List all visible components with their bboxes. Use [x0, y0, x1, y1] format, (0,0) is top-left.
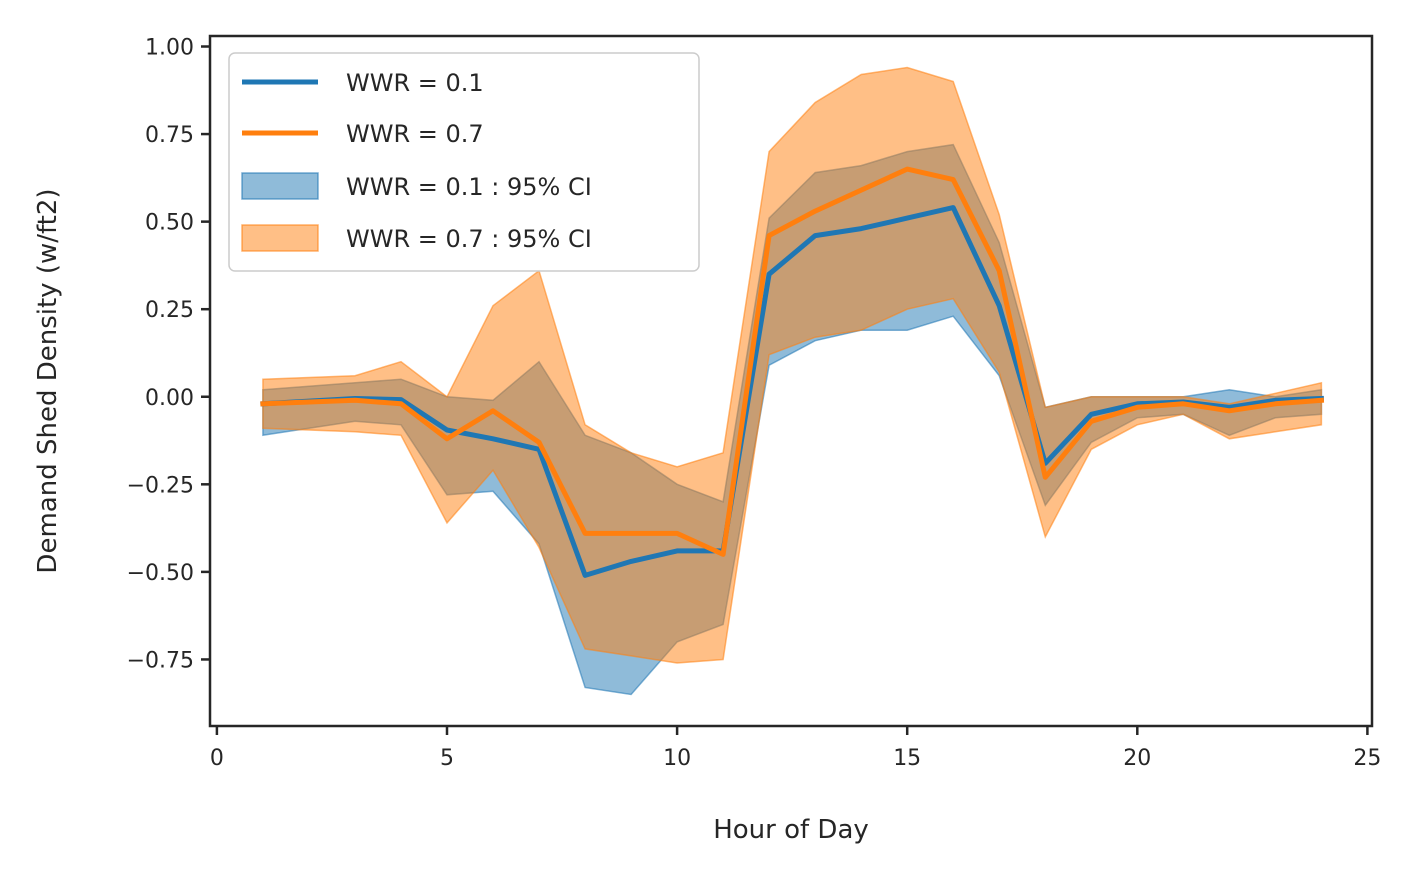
legend-label: WWR = 0.1 : 95% CI	[346, 173, 592, 201]
y-tick-label: 0.75	[145, 123, 194, 148]
x-tick-label: 10	[663, 746, 691, 771]
y-tick-label: 1.00	[145, 36, 194, 61]
y-tick-label: 0.50	[145, 211, 194, 236]
x-axis: 0 5 10 15 20 25	[210, 726, 1381, 771]
y-axis: −0.75 −0.50 −0.25 0.00 0.25 0.50 0.75 1.00	[127, 36, 210, 673]
y-axis-label: Demand Shed Density (w/ft2)	[33, 188, 63, 573]
x-tick-label: 25	[1353, 746, 1381, 771]
x-tick-label: 5	[440, 746, 454, 771]
legend: WWR = 0.1 WWR = 0.7 WWR = 0.1 : 95% CI WWR …	[228, 52, 700, 272]
x-tick-label: 20	[1123, 746, 1151, 771]
legend-patch-swatch	[241, 224, 319, 252]
ci-band-2	[262, 66, 1323, 664]
y-tick-label: −0.25	[127, 473, 194, 498]
y-tick-label: 0.00	[145, 386, 194, 411]
series-line-1	[260, 205, 1324, 578]
legend-label: WWR = 0.7	[346, 120, 484, 148]
legend-patch-swatch	[241, 172, 319, 200]
x-tick-label: 15	[893, 746, 921, 771]
x-axis-label: Hour of Day	[713, 815, 869, 845]
legend-label: WWR = 0.7 : 95% CI	[346, 225, 592, 253]
series-line-2	[260, 166, 1325, 557]
series-lines	[260, 166, 1325, 578]
legend-label: WWR = 0.1	[346, 69, 484, 97]
y-tick-label: −0.75	[127, 648, 194, 673]
plot-frame	[208, 34, 1374, 728]
y-tick-label: −0.50	[127, 561, 194, 586]
x-tick-label: 0	[210, 746, 224, 771]
y-tick-label: 0.25	[145, 298, 194, 323]
legend-box	[228, 52, 700, 272]
